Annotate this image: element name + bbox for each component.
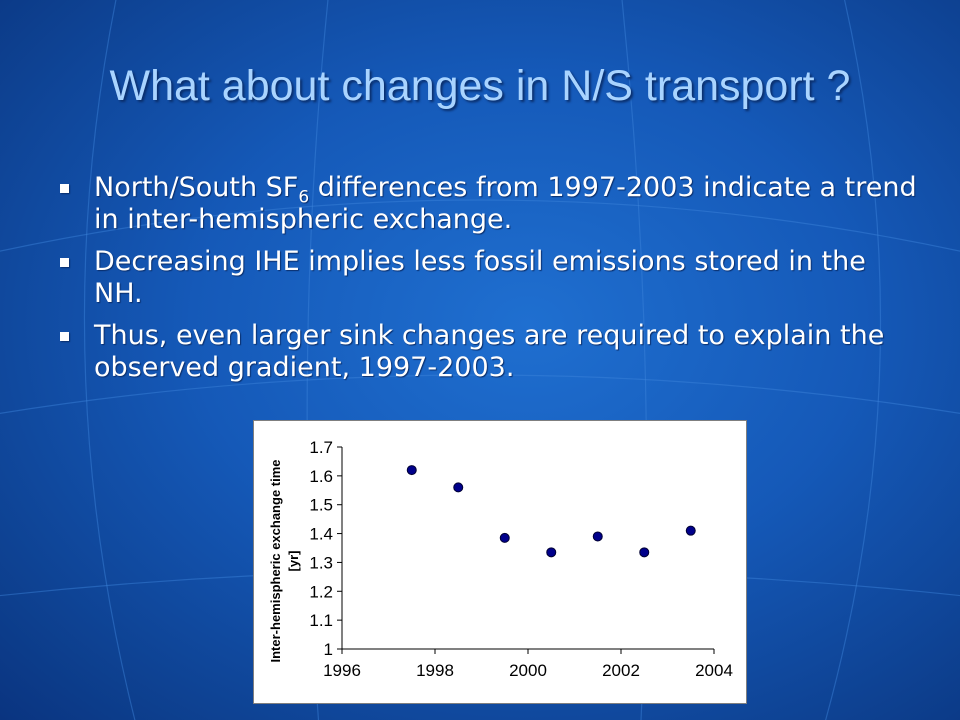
data-point — [685, 525, 696, 536]
y-tick-label: 1.7 — [309, 438, 333, 457]
data-point — [639, 547, 650, 558]
y-tick-label: 1 — [324, 640, 333, 659]
bullet-text: Decreasing IHE implies less fossil emiss… — [94, 246, 866, 309]
scatter-chart: 1 1.1 1.2 1.3 1.4 1.5 1.6 1.7 1996 1998 2000 2002 2… — [268, 438, 733, 680]
y-tick-label: 1.6 — [309, 467, 333, 486]
subscript: 6 — [298, 187, 310, 208]
data-point — [406, 465, 417, 476]
square-bullet-icon — [60, 184, 69, 193]
bullet-list: North/South SF6 differences from 1997-20… — [58, 172, 918, 394]
bullet-item: North/South SF6 differences from 1997-20… — [58, 172, 918, 236]
bullet-text: North/South SF — [94, 172, 299, 203]
square-bullet-icon — [60, 258, 69, 267]
bullet-text: differences from 1997-2003 indicate a tr… — [94, 172, 917, 235]
y-tick-label: 1.5 — [309, 496, 333, 515]
x-tick-label: 2002 — [602, 661, 640, 680]
y-tick-label: 1.4 — [309, 525, 333, 544]
data-point — [499, 532, 510, 543]
data-point — [546, 547, 557, 558]
slide-title: What about changes in N/S transport ? — [109, 62, 851, 110]
data-point — [592, 531, 603, 542]
chart-container: 1 1.1 1.2 1.3 1.4 1.5 1.6 1.7 1996 1998 2000 2002 2… — [253, 420, 747, 704]
x-tick-label: 1996 — [323, 661, 361, 680]
x-tick-label: 2000 — [509, 661, 547, 680]
x-tick-label: 2004 — [695, 661, 733, 680]
bullet-text: Thus, even larger sink changes are requi… — [94, 320, 885, 383]
y-tick-label: 1.3 — [309, 553, 333, 572]
y-tick-label: 1.1 — [309, 611, 333, 630]
bullet-item: Thus, even larger sink changes are requi… — [58, 320, 918, 384]
y-axis-label-unit: [yr] — [286, 551, 301, 572]
x-tick-label: 1998 — [416, 661, 454, 680]
data-point — [453, 482, 464, 493]
y-axis-label: Inter-hemispheric exchange time — [268, 459, 283, 662]
bullet-item: Decreasing IHE implies less fossil emiss… — [58, 246, 918, 310]
square-bullet-icon — [60, 332, 69, 341]
y-tick-label: 1.2 — [309, 582, 333, 601]
